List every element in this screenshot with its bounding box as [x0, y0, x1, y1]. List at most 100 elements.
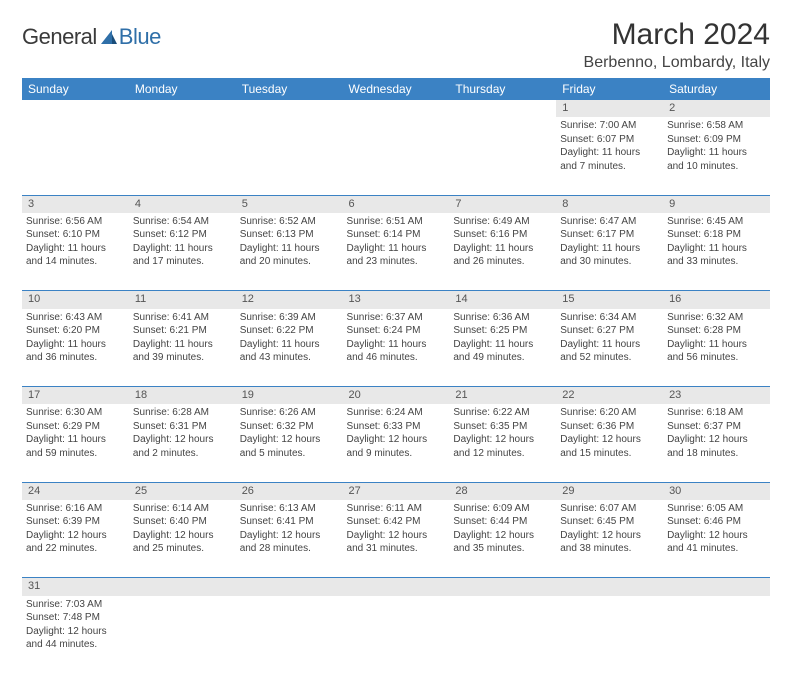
detail-line: and 2 minutes. — [133, 447, 232, 461]
detail-line: and 49 minutes. — [453, 351, 552, 365]
day-number-cell: 29 — [556, 482, 663, 500]
weekday-header: Thursday — [449, 78, 556, 100]
detail-line: and 41 minutes. — [667, 542, 766, 556]
day-number-row: 3456789 — [22, 195, 770, 213]
detail-line: Sunset: 6:17 PM — [560, 228, 659, 242]
day-detail-cell: Sunrise: 6:26 AMSunset: 6:32 PMDaylight:… — [236, 404, 343, 482]
detail-line: Daylight: 12 hours — [560, 433, 659, 447]
day-detail-cell — [663, 596, 770, 674]
detail-line: Daylight: 11 hours — [133, 338, 232, 352]
detail-line: Sunset: 6:12 PM — [133, 228, 232, 242]
detail-line: Daylight: 12 hours — [667, 433, 766, 447]
detail-line: and 44 minutes. — [26, 638, 125, 652]
detail-line: and 15 minutes. — [560, 447, 659, 461]
detail-line: Daylight: 11 hours — [667, 146, 766, 160]
detail-line: Daylight: 11 hours — [347, 338, 446, 352]
detail-line: Sunrise: 6:24 AM — [347, 406, 446, 420]
detail-line: Daylight: 12 hours — [347, 529, 446, 543]
detail-line: Daylight: 11 hours — [26, 242, 125, 256]
day-detail-cell: Sunrise: 6:58 AMSunset: 6:09 PMDaylight:… — [663, 117, 770, 195]
detail-line: and 20 minutes. — [240, 255, 339, 269]
day-detail-cell — [449, 596, 556, 674]
day-detail-cell: Sunrise: 6:54 AMSunset: 6:12 PMDaylight:… — [129, 213, 236, 291]
detail-line: Sunrise: 6:34 AM — [560, 311, 659, 325]
detail-line: and 22 minutes. — [26, 542, 125, 556]
detail-line: Daylight: 11 hours — [560, 242, 659, 256]
detail-line: and 52 minutes. — [560, 351, 659, 365]
detail-line: Daylight: 11 hours — [453, 338, 552, 352]
detail-line: Sunrise: 6:41 AM — [133, 311, 232, 325]
day-detail-cell: Sunrise: 6:45 AMSunset: 6:18 PMDaylight:… — [663, 213, 770, 291]
detail-line: and 59 minutes. — [26, 447, 125, 461]
detail-line: Sunrise: 6:36 AM — [453, 311, 552, 325]
day-detail-cell: Sunrise: 6:36 AMSunset: 6:25 PMDaylight:… — [449, 309, 556, 387]
detail-line: and 30 minutes. — [560, 255, 659, 269]
day-detail-cell — [129, 117, 236, 195]
detail-line: Sunrise: 7:00 AM — [560, 119, 659, 133]
day-detail-cell: Sunrise: 6:52 AMSunset: 6:13 PMDaylight:… — [236, 213, 343, 291]
day-number-cell — [343, 578, 450, 596]
day-number-row: 12 — [22, 100, 770, 117]
detail-line: Sunset: 6:27 PM — [560, 324, 659, 338]
day-detail-cell: Sunrise: 6:56 AMSunset: 6:10 PMDaylight:… — [22, 213, 129, 291]
detail-line: Sunrise: 7:03 AM — [26, 598, 125, 612]
detail-line: Daylight: 12 hours — [240, 433, 339, 447]
title-block: March 2024 Berbenno, Lombardy, Italy — [584, 18, 770, 72]
weekday-header: Sunday — [22, 78, 129, 100]
day-number-row: 24252627282930 — [22, 482, 770, 500]
day-number-cell: 22 — [556, 387, 663, 405]
weekday-header: Saturday — [663, 78, 770, 100]
detail-line: and 39 minutes. — [133, 351, 232, 365]
day-detail-cell: Sunrise: 6:37 AMSunset: 6:24 PMDaylight:… — [343, 309, 450, 387]
detail-line: Daylight: 11 hours — [667, 242, 766, 256]
detail-line: Sunrise: 6:20 AM — [560, 406, 659, 420]
day-detail-cell: Sunrise: 6:51 AMSunset: 6:14 PMDaylight:… — [343, 213, 450, 291]
day-number-cell — [236, 578, 343, 596]
detail-line: Sunset: 6:10 PM — [26, 228, 125, 242]
detail-line: Sunset: 7:48 PM — [26, 611, 125, 625]
day-number-cell: 25 — [129, 482, 236, 500]
day-number-cell — [129, 100, 236, 117]
day-number-cell: 7 — [449, 195, 556, 213]
day-number-cell: 2 — [663, 100, 770, 117]
day-number-row: 10111213141516 — [22, 291, 770, 309]
detail-line: Sunrise: 6:26 AM — [240, 406, 339, 420]
detail-line: Sunset: 6:18 PM — [667, 228, 766, 242]
detail-line: Daylight: 12 hours — [560, 529, 659, 543]
month-title: March 2024 — [584, 18, 770, 52]
calendar-table: Sunday Monday Tuesday Wednesday Thursday… — [22, 78, 770, 674]
day-number-cell: 23 — [663, 387, 770, 405]
detail-line: Sunrise: 6:11 AM — [347, 502, 446, 516]
header: General Blue March 2024 Berbenno, Lombar… — [22, 18, 770, 72]
detail-line: Sunrise: 6:14 AM — [133, 502, 232, 516]
day-detail-row: Sunrise: 7:00 AMSunset: 6:07 PMDaylight:… — [22, 117, 770, 195]
detail-line: Sunset: 6:28 PM — [667, 324, 766, 338]
day-number-cell — [663, 578, 770, 596]
detail-line: Daylight: 12 hours — [133, 433, 232, 447]
day-number-cell: 18 — [129, 387, 236, 405]
day-detail-row: Sunrise: 6:16 AMSunset: 6:39 PMDaylight:… — [22, 500, 770, 578]
detail-line: and 26 minutes. — [453, 255, 552, 269]
day-number-cell: 27 — [343, 482, 450, 500]
day-number-cell: 10 — [22, 291, 129, 309]
day-number-cell: 31 — [22, 578, 129, 596]
detail-line: Sunset: 6:40 PM — [133, 515, 232, 529]
day-detail-cell: Sunrise: 7:03 AMSunset: 7:48 PMDaylight:… — [22, 596, 129, 674]
detail-line: Daylight: 11 hours — [560, 338, 659, 352]
detail-line: Sunset: 6:33 PM — [347, 420, 446, 434]
detail-line: Sunrise: 6:51 AM — [347, 215, 446, 229]
day-number-cell — [22, 100, 129, 117]
day-number-cell: 26 — [236, 482, 343, 500]
day-number-cell: 30 — [663, 482, 770, 500]
detail-line: Sunrise: 6:18 AM — [667, 406, 766, 420]
weekday-header-row: Sunday Monday Tuesday Wednesday Thursday… — [22, 78, 770, 100]
detail-line: Sunset: 6:41 PM — [240, 515, 339, 529]
detail-line: Sunrise: 6:56 AM — [26, 215, 125, 229]
detail-line: and 7 minutes. — [560, 160, 659, 174]
detail-line: Sunrise: 6:09 AM — [453, 502, 552, 516]
detail-line: Sunset: 6:32 PM — [240, 420, 339, 434]
detail-line: Sunset: 6:22 PM — [240, 324, 339, 338]
detail-line: Daylight: 12 hours — [26, 625, 125, 639]
detail-line: Sunset: 6:20 PM — [26, 324, 125, 338]
day-detail-cell: Sunrise: 6:28 AMSunset: 6:31 PMDaylight:… — [129, 404, 236, 482]
